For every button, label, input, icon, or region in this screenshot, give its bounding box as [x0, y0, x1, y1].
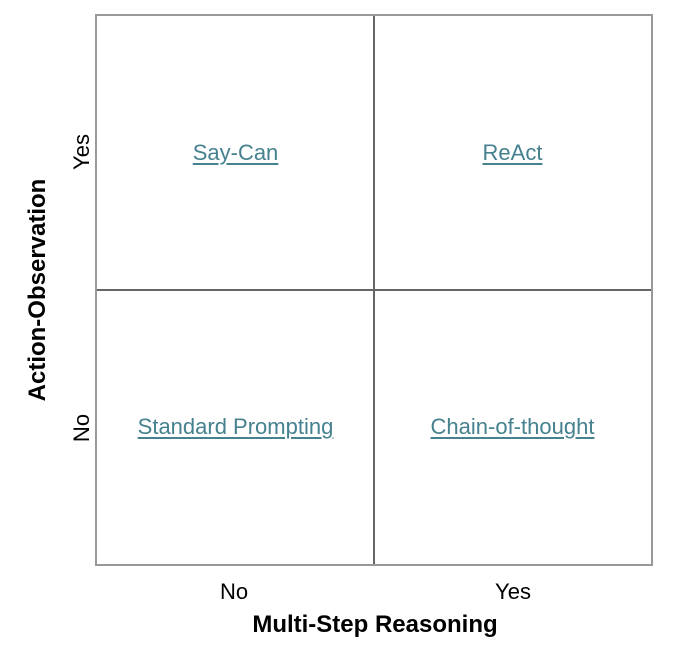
- quadrant-bottom-left: Standard Prompting: [97, 290, 374, 564]
- quadrant-top-right: ReAct: [374, 16, 651, 290]
- x-tick-no: No: [219, 579, 249, 604]
- x-tick-yes: Yes: [495, 579, 531, 604]
- quadrant-grid: Say-Can ReAct Standard Prompting Chain-o…: [97, 16, 651, 564]
- quadrant-top-left: Say-Can: [97, 16, 374, 290]
- quadrant-bottom-right: Chain-of-thought: [374, 290, 651, 564]
- y-axis-title: Action-Observation: [24, 178, 51, 402]
- y-tick-no: No: [69, 413, 94, 443]
- horizontal-divider-line: [97, 289, 651, 291]
- x-axis-title: Multi-Step Reasoning: [252, 611, 498, 638]
- react-link[interactable]: ReAct: [482, 139, 543, 165]
- standard-prompting-link[interactable]: Standard Prompting: [137, 413, 334, 439]
- y-tick-yes: Yes: [69, 134, 94, 170]
- plot-area: Say-Can ReAct Standard Prompting Chain-o…: [95, 14, 653, 566]
- chain-of-thought-link[interactable]: Chain-of-thought: [430, 413, 595, 439]
- say-can-link[interactable]: Say-Can: [192, 139, 279, 165]
